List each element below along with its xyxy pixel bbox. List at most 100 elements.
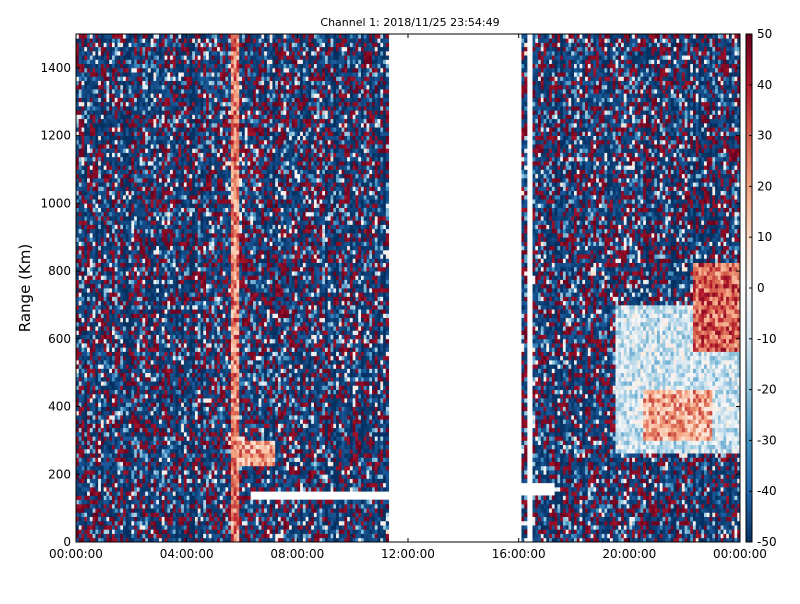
heatmap-cell xyxy=(87,173,91,179)
heatmap-cell xyxy=(161,97,165,103)
heatmap-cell xyxy=(103,503,107,509)
heatmap-cell xyxy=(95,423,99,429)
heatmap-cell xyxy=(183,503,188,509)
heatmap-cell xyxy=(109,42,113,48)
heatmap-cell xyxy=(134,194,138,200)
heatmap-cell xyxy=(131,89,135,94)
heatmap-cell xyxy=(150,169,154,175)
heatmap-cell xyxy=(189,254,193,259)
heatmap-cell xyxy=(78,520,82,526)
heatmap-cell xyxy=(109,59,113,65)
heatmap-cell xyxy=(76,288,80,293)
heatmap-cell xyxy=(147,93,152,98)
heatmap-cell xyxy=(136,275,141,280)
heatmap-cell xyxy=(103,42,107,48)
heatmap-cell xyxy=(92,190,96,196)
heatmap-cell xyxy=(84,359,88,365)
heatmap-cell xyxy=(156,453,160,458)
heatmap-cell xyxy=(189,381,193,386)
heatmap-cell xyxy=(125,207,129,213)
heatmap-cell xyxy=(81,381,85,386)
heatmap-cell xyxy=(81,478,85,484)
heatmap-cell xyxy=(109,254,113,259)
heatmap-cell xyxy=(103,444,107,450)
heatmap-cell xyxy=(145,436,149,441)
heatmap-cell xyxy=(125,508,129,513)
heatmap-cell xyxy=(175,232,179,238)
heatmap-cell xyxy=(147,381,152,386)
heatmap-cell xyxy=(134,448,138,454)
heatmap-cell xyxy=(76,389,80,395)
heatmap-cell xyxy=(117,419,121,424)
heatmap-cell xyxy=(78,118,82,124)
heatmap-cell xyxy=(111,118,116,124)
heatmap-cell xyxy=(186,520,190,526)
heatmap-cell xyxy=(175,186,179,192)
heatmap-cell xyxy=(125,139,129,145)
heatmap-cell xyxy=(120,512,124,517)
heatmap-cell xyxy=(92,288,96,293)
heatmap-cell xyxy=(183,351,188,357)
heatmap-cell xyxy=(153,453,157,458)
heatmap-cell xyxy=(156,156,160,162)
heatmap-cell xyxy=(123,211,127,217)
heatmap-cell xyxy=(145,533,149,539)
heatmap-cell xyxy=(181,245,185,251)
heatmap-cell xyxy=(111,508,116,513)
heatmap-cell xyxy=(186,495,190,501)
heatmap-cell xyxy=(76,499,80,505)
heatmap-cell xyxy=(183,355,188,361)
heatmap-cell xyxy=(117,355,121,361)
heatmap-cell xyxy=(123,431,127,437)
heatmap-cell xyxy=(183,300,188,306)
heatmap-cell xyxy=(106,101,110,107)
heatmap-cell xyxy=(175,393,179,399)
heatmap-cell xyxy=(111,76,116,81)
heatmap-cell xyxy=(81,46,85,52)
heatmap-cell xyxy=(98,220,102,225)
heatmap-cell xyxy=(161,296,165,302)
heatmap-cell xyxy=(186,292,190,297)
heatmap-cell xyxy=(111,351,116,357)
heatmap-cell xyxy=(114,101,118,107)
heatmap-cell xyxy=(123,444,127,450)
heatmap-cell xyxy=(87,84,91,90)
heatmap-cell xyxy=(78,288,82,293)
heatmap-cell xyxy=(167,216,171,221)
heatmap-cell xyxy=(76,474,80,479)
heatmap-cell xyxy=(134,55,138,60)
heatmap-cell xyxy=(159,161,163,166)
heatmap-cell xyxy=(131,182,135,187)
heatmap-cell xyxy=(183,55,188,60)
heatmap-cell xyxy=(167,338,171,344)
heatmap-cell xyxy=(92,393,96,399)
heatmap-cell xyxy=(81,372,85,378)
heatmap-cell xyxy=(81,495,85,501)
heatmap-cell xyxy=(120,288,124,293)
heatmap-cell xyxy=(100,529,105,534)
heatmap-cell xyxy=(120,351,124,357)
heatmap-cell xyxy=(181,249,185,255)
heatmap-cell xyxy=(134,165,138,170)
heatmap-cell xyxy=(175,254,179,259)
heatmap-cell xyxy=(87,118,91,124)
heatmap-cell xyxy=(153,499,157,505)
heatmap-cell xyxy=(142,304,146,310)
heatmap-cell xyxy=(125,232,129,238)
heatmap-cell xyxy=(125,63,129,69)
heatmap-cell xyxy=(136,80,141,86)
heatmap-cell xyxy=(103,351,107,357)
heatmap-cell xyxy=(89,317,93,323)
heatmap-cell xyxy=(139,127,143,132)
heatmap-cell xyxy=(172,470,176,475)
heatmap-cell xyxy=(175,431,179,437)
heatmap-cell xyxy=(159,338,163,344)
heatmap-cell xyxy=(147,309,152,314)
heatmap-cell xyxy=(183,364,188,369)
heatmap-cell xyxy=(147,199,152,204)
heatmap-cell xyxy=(167,355,171,361)
heatmap-cell xyxy=(175,211,179,217)
heatmap-cell xyxy=(128,419,132,424)
heatmap-cell xyxy=(136,326,141,331)
heatmap-cell xyxy=(111,457,116,462)
